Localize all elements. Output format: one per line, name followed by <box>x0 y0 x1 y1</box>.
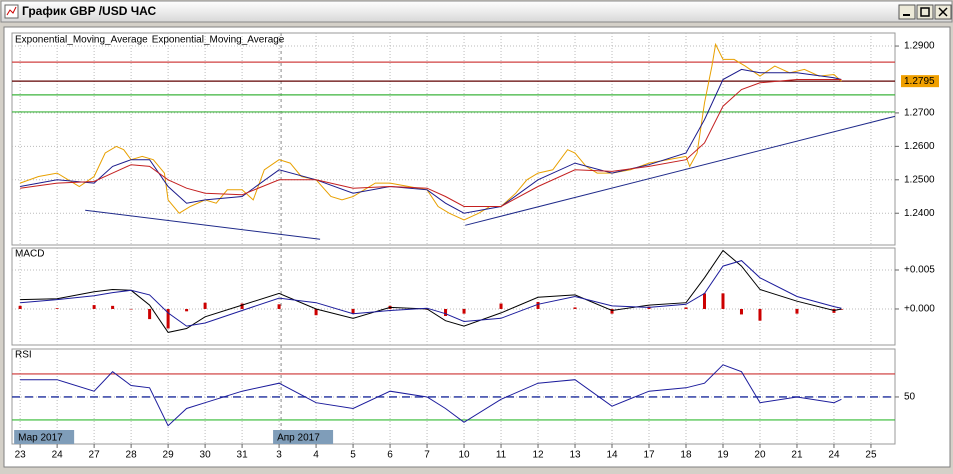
y-tick-label: 1.2700 <box>904 108 935 119</box>
panel-plot <box>12 364 895 427</box>
x-tick-label: 17 <box>643 450 655 461</box>
histogram-bar <box>721 293 725 309</box>
histogram-bar <box>240 303 244 309</box>
x-tick-label: 28 <box>126 450 138 461</box>
macd-panel <box>11 247 896 346</box>
y-tick-label: 1.2600 <box>904 141 935 152</box>
period-label-bg <box>273 430 334 444</box>
histogram-bar <box>277 304 281 309</box>
x-tick-label: 20 <box>754 450 766 461</box>
histogram-bar <box>92 305 96 309</box>
histogram-bar <box>499 303 503 309</box>
chart-area <box>3 26 951 468</box>
y-tick-label: +0.000 <box>904 304 935 315</box>
histogram-bar <box>702 293 706 309</box>
period-label: Апр 2017 <box>277 433 320 444</box>
panel-title: MACD <box>15 249 44 260</box>
x-tick-label: 12 <box>532 450 544 461</box>
x-tick-label: 29 <box>163 450 175 461</box>
maximize-button[interactable] <box>916 4 934 20</box>
window-title: График GBP /USD ЧАС <box>22 4 156 18</box>
histogram-bar <box>573 307 577 309</box>
x-tick-label: 13 <box>569 450 581 461</box>
x-tick-label: 19 <box>717 450 729 461</box>
window-buttons <box>898 4 952 20</box>
histogram-bar <box>739 308 743 315</box>
histogram-bar <box>684 307 688 309</box>
last-price-label: 1.2795 <box>904 76 935 87</box>
histogram-bar <box>610 308 614 314</box>
x-tick-label: 30 <box>200 450 212 461</box>
period-label-bg <box>14 430 75 444</box>
x-tick-label: 25 <box>865 450 877 461</box>
period-label: Мар 2017 <box>18 433 63 444</box>
series-line <box>20 68 842 214</box>
close-icon <box>938 7 948 17</box>
window-icon-graph <box>6 6 17 16</box>
x-tick-label: 24 <box>828 450 840 461</box>
y-tick-label: 50 <box>904 392 916 403</box>
y-tick-label: 1.2400 <box>904 208 935 219</box>
x-tick-label: 7 <box>424 450 430 461</box>
series-line <box>20 364 842 427</box>
histogram-bar <box>185 308 189 312</box>
panel-title: RSI <box>15 350 32 361</box>
minimize-button[interactable] <box>898 4 916 20</box>
histogram-bar <box>444 308 448 316</box>
histogram-bar <box>536 301 540 309</box>
x-tick-label: 3 <box>276 450 282 461</box>
histogram-bar <box>462 308 466 314</box>
series-line <box>20 79 842 207</box>
x-tick-label: 31 <box>237 450 249 461</box>
trendline <box>465 115 895 226</box>
maximize-icon <box>920 7 930 17</box>
histogram-bar <box>55 308 59 309</box>
series-line <box>20 260 842 327</box>
x-tick-label: 21 <box>791 450 803 461</box>
x-tick-label: 27 <box>89 450 101 461</box>
x-tick-label: 11 <box>496 450 507 461</box>
histogram-bar <box>795 308 799 314</box>
histogram-bar <box>351 308 355 314</box>
x-tick-label: 10 <box>458 450 470 461</box>
histogram-bar <box>148 308 152 320</box>
y-tick-label: 1.2900 <box>904 41 935 52</box>
histogram-bar <box>314 308 318 316</box>
y-tick-label: 1.2500 <box>904 174 935 185</box>
histogram-bar <box>111 305 115 309</box>
x-tick-label: 18 <box>680 450 692 461</box>
series-line <box>20 249 842 333</box>
title-bar <box>0 0 953 23</box>
panel-plot <box>12 42 895 240</box>
series-line <box>19 42 842 221</box>
x-tick-label: 14 <box>606 450 618 461</box>
price-panel <box>11 32 896 246</box>
x-tick-label: 6 <box>387 450 393 461</box>
trendline <box>85 209 321 240</box>
y-tick-label: +0.005 <box>904 265 935 276</box>
histogram-bar <box>166 308 170 329</box>
histogram-bar <box>129 308 133 310</box>
x-tick-label: 24 <box>52 450 64 461</box>
legend-entry: Exponential_Moving_Average <box>152 35 285 46</box>
panel-plot <box>12 249 895 333</box>
legend-entry: Exponential_Moving_Average <box>15 35 148 46</box>
histogram-bar <box>203 302 207 309</box>
histogram-bar <box>18 305 22 309</box>
x-tick-label: 4 <box>313 450 319 461</box>
last-price-bg <box>901 75 939 88</box>
x-tick-label: 5 <box>350 450 356 461</box>
x-tick-label: 23 <box>15 450 27 461</box>
histogram-bar <box>758 308 762 321</box>
